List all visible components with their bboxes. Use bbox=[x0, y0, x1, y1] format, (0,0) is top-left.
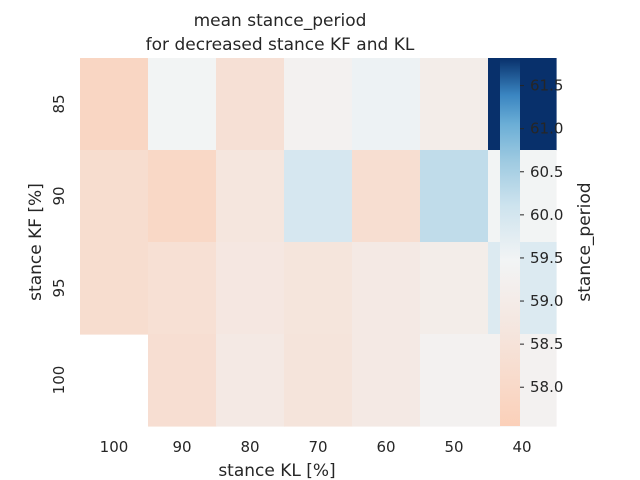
y-tick-label: 95 bbox=[50, 278, 68, 297]
x-axis-label: stance KL [%] bbox=[218, 461, 335, 480]
heatmap-cell-r3-c3 bbox=[284, 334, 353, 427]
x-tick-label: 100 bbox=[100, 438, 129, 456]
heatmap-cells bbox=[80, 58, 557, 427]
heatmap-cell-r0-c4 bbox=[352, 58, 421, 151]
colorbar-tick-label: 60.0 bbox=[530, 206, 563, 224]
colorbar-tick-label: 59.5 bbox=[530, 249, 563, 267]
colorbar-tick-label: 61.0 bbox=[530, 120, 563, 138]
heatmap-cell-r1-c6 bbox=[488, 150, 557, 243]
heatmap-cell-r1-c0 bbox=[80, 150, 149, 243]
heatmap-cell-r2-c3 bbox=[284, 242, 353, 335]
heatmap-cell-r0-c1 bbox=[148, 58, 217, 151]
chart-title-line-1: mean stance_period bbox=[194, 11, 367, 31]
heatmap-cell-r0-c2 bbox=[216, 58, 285, 151]
heatmap-cell-r0-c0 bbox=[80, 58, 149, 151]
heatmap-cell-r2-c6 bbox=[488, 242, 557, 335]
heatmap-cell-r0-c3 bbox=[284, 58, 353, 151]
heatmap-cell-r0-c5 bbox=[420, 58, 489, 151]
y-tick-label: 90 bbox=[50, 186, 68, 205]
heatmap-cell-r2-c5 bbox=[420, 242, 489, 335]
x-tick-label: 80 bbox=[240, 438, 259, 456]
colorbar-tick-label: 58.0 bbox=[530, 378, 563, 396]
heatmap-cell-r2-c0 bbox=[80, 242, 149, 335]
heatmap-cell-r3-c1 bbox=[148, 334, 217, 427]
heatmap-cell-r0-c6 bbox=[488, 58, 557, 151]
y-tick-label: 85 bbox=[50, 94, 68, 113]
heatmap-cell-r2-c1 bbox=[148, 242, 217, 335]
heatmap-cell-r3-c2 bbox=[216, 334, 285, 427]
y-axis-label: stance KF [%] bbox=[26, 183, 46, 301]
colorbar-ticks: 58.0 58.5 59.0 59.5 60.0 60.5 61.0 61.5 bbox=[520, 77, 563, 396]
colorbar-label: stance_period bbox=[575, 182, 595, 301]
heatmap-cell-r3-c4 bbox=[352, 334, 421, 427]
colorbar-tick-label: 59.0 bbox=[530, 292, 563, 310]
x-tick-label: 40 bbox=[512, 438, 531, 456]
colorbar-tick-label: 60.5 bbox=[530, 163, 563, 181]
heatmap-cell-r3-c6 bbox=[488, 334, 557, 427]
heatmap-cell-r2-c4 bbox=[352, 242, 421, 335]
colorbar-tick-label: 58.5 bbox=[530, 335, 563, 353]
heatmap-cell-r1-c1 bbox=[148, 150, 217, 243]
heatmap-cell-r1-c3 bbox=[284, 150, 353, 243]
heatmap-cell-r3-c5 bbox=[420, 334, 489, 427]
heatmap-cell-r2-c2 bbox=[216, 242, 285, 335]
chart-title-line-2: for decreased stance KF and KL bbox=[146, 35, 415, 55]
heatmap-cell-r1-c2 bbox=[216, 150, 285, 243]
y-tick-labels: 85 90 95 100 bbox=[50, 94, 68, 394]
heatmap-cell-r1-c5 bbox=[420, 150, 489, 243]
x-tick-label: 60 bbox=[376, 438, 395, 456]
y-tick-label: 100 bbox=[50, 366, 68, 395]
x-tick-label: 90 bbox=[172, 438, 191, 456]
heatmap-cell-r1-c4 bbox=[352, 150, 421, 243]
x-tick-labels: 100 90 80 70 60 50 40 bbox=[100, 438, 532, 456]
colorbar bbox=[500, 58, 520, 426]
x-tick-label: 70 bbox=[308, 438, 327, 456]
x-tick-label: 50 bbox=[444, 438, 463, 456]
colorbar-tick-label: 61.5 bbox=[530, 77, 563, 95]
